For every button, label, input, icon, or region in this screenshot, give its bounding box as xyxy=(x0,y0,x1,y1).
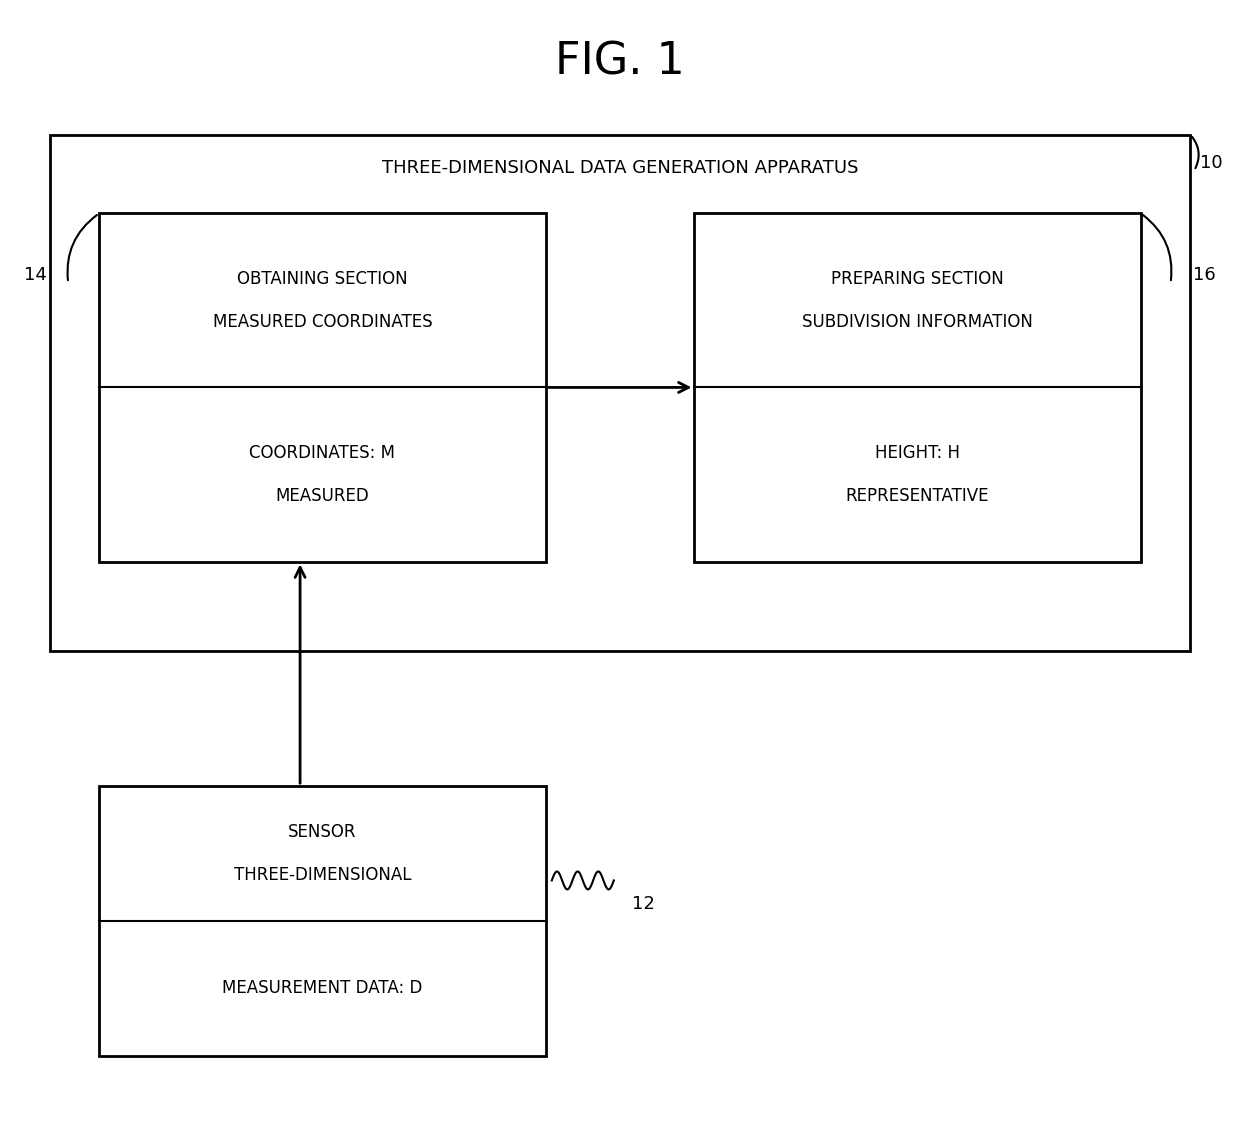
Text: OBTAINING SECTION: OBTAINING SECTION xyxy=(237,270,408,289)
Text: MEASURED COORDINATES: MEASURED COORDINATES xyxy=(212,312,433,331)
Text: THREE-DIMENSIONAL: THREE-DIMENSIONAL xyxy=(233,866,412,884)
Text: MEASUREMENT DATA: D: MEASUREMENT DATA: D xyxy=(222,979,423,997)
Text: SUBDIVISION INFORMATION: SUBDIVISION INFORMATION xyxy=(802,312,1033,331)
Bar xyxy=(99,786,546,1056)
Text: 16: 16 xyxy=(1193,266,1215,284)
Text: REPRESENTATIVE: REPRESENTATIVE xyxy=(846,486,990,505)
Bar xyxy=(694,213,1141,562)
Text: 10: 10 xyxy=(1200,154,1223,172)
Text: 14: 14 xyxy=(25,266,47,284)
Text: FIG. 1: FIG. 1 xyxy=(556,40,684,83)
Text: HEIGHT: H: HEIGHT: H xyxy=(875,444,960,463)
Text: COORDINATES: M: COORDINATES: M xyxy=(249,444,396,463)
Bar xyxy=(50,135,1190,651)
Bar xyxy=(99,213,546,562)
Text: 12: 12 xyxy=(632,895,655,913)
Text: THREE-DIMENSIONAL DATA GENERATION APPARATUS: THREE-DIMENSIONAL DATA GENERATION APPARA… xyxy=(382,159,858,177)
Text: MEASURED: MEASURED xyxy=(275,486,370,505)
Text: SENSOR: SENSOR xyxy=(288,823,357,841)
Text: PREPARING SECTION: PREPARING SECTION xyxy=(831,270,1004,289)
